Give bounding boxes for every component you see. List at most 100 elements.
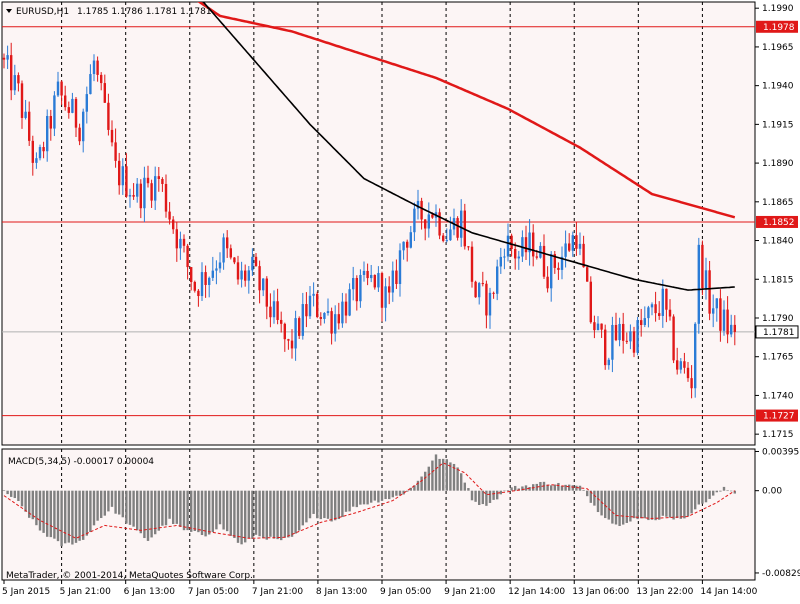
macd-hist-bar	[337, 490, 340, 520]
bear-candle	[586, 267, 589, 282]
macd-hist-bar	[406, 490, 409, 492]
macd-hist-bar	[384, 490, 387, 500]
bull-candle	[661, 288, 664, 316]
bear-candle	[157, 176, 160, 179]
bear-candle	[355, 278, 358, 302]
x-tick-label: 13 Jan 06:00	[572, 587, 629, 597]
macd-hist-bar	[157, 490, 160, 531]
bear-candle	[467, 246, 470, 248]
bull-candle	[506, 235, 510, 257]
macd-hist-bar	[582, 489, 585, 491]
macd-hist-bar	[456, 467, 459, 491]
bear-candle	[110, 129, 114, 143]
macd-tick-label: 0.00	[762, 487, 782, 497]
macd-hist-bar	[697, 490, 700, 505]
bull-candle	[478, 283, 481, 298]
macd-hist-bar	[370, 490, 373, 503]
macd-hist-bar	[733, 490, 736, 494]
macd-hist-bar	[121, 490, 124, 518]
macd-hist-bar	[150, 490, 153, 538]
bull-candle	[607, 359, 610, 366]
macd-hist-bar	[586, 490, 589, 497]
bull-candle	[560, 256, 564, 270]
moving-averages	[197, 2, 736, 291]
macd-hist-bar	[31, 490, 34, 520]
macd-hist-bar	[204, 490, 207, 537]
macd-hist-bar	[316, 490, 319, 519]
bull-candle	[629, 331, 632, 342]
bear-candle	[175, 229, 178, 249]
x-tick-label: 7 Jan 05:00	[188, 587, 240, 597]
bear-candle	[150, 183, 153, 201]
bear-candle	[96, 60, 99, 75]
macd-hist-bar	[679, 490, 682, 519]
bull-candle	[251, 256, 254, 271]
bear-candle	[164, 183, 168, 212]
bear-candle	[193, 281, 196, 291]
macd-hist-bar	[334, 490, 337, 521]
bear-candle	[146, 177, 150, 184]
macd-hist-bar	[409, 487, 412, 491]
bull-candle	[517, 256, 520, 259]
bull-candle	[715, 298, 718, 309]
macd-hist-bar	[388, 490, 391, 500]
bull-candle	[499, 256, 502, 267]
bear-candle	[546, 276, 549, 289]
ohlc-readout: 1.1785 1.1786 1.1781 1.1781	[77, 7, 212, 17]
price-panel[interactable]	[1, 1, 756, 446]
macd-hist-bar	[42, 490, 45, 533]
bull-candle	[712, 308, 715, 314]
bear-candle	[614, 324, 618, 341]
macd-hist-bar	[575, 485, 578, 491]
bull-candle	[352, 278, 355, 290]
bull-candle	[308, 295, 312, 317]
macd-hist-bar	[488, 490, 492, 503]
macd-hist-bar	[589, 490, 592, 503]
bull-candle	[294, 318, 297, 349]
price-level-label: 1.1978	[763, 23, 795, 33]
bull-candle	[121, 166, 124, 186]
symbol-menu-icon[interactable]	[6, 9, 12, 13]
bull-candle	[427, 214, 430, 229]
bear-candle	[395, 270, 398, 285]
macd-hist-bar	[686, 490, 690, 517]
macd-hist-bar	[89, 490, 92, 533]
macd-hist-bar	[222, 490, 225, 530]
macd-hist-bar	[211, 490, 214, 533]
x-tick-label: 8 Jan 13:00	[316, 587, 368, 597]
bull-candle	[143, 177, 146, 209]
bear-candle	[668, 309, 672, 317]
bear-candle	[330, 311, 333, 334]
bull-candle	[334, 314, 337, 334]
bear-candle	[254, 256, 258, 267]
macd-hist-bar	[362, 490, 366, 505]
macd-hist-bar	[326, 490, 330, 519]
bull-candle	[323, 313, 326, 319]
bear-candle	[337, 314, 340, 324]
macd-hist-bar	[420, 476, 423, 491]
macd-hist-bar	[438, 458, 441, 491]
macd-hist-bar	[348, 490, 351, 512]
macd-hist-bar	[636, 490, 639, 520]
macd-hist-bar	[161, 490, 164, 526]
bear-candle	[366, 270, 369, 279]
bear-candle	[542, 245, 546, 277]
x-tick-label: 12 Jan 14:00	[508, 587, 565, 597]
macd-hist-bar	[344, 490, 348, 512]
bull-candle	[326, 311, 330, 314]
bull-candle	[82, 111, 85, 142]
macd-hist-bar	[625, 490, 628, 523]
bull-candle	[449, 229, 452, 241]
bull-candle	[694, 323, 697, 389]
bull-candle	[46, 115, 49, 152]
macd-hist-bar	[200, 490, 204, 536]
price-level-tag	[756, 20, 798, 33]
price-axis: 1.1990 1.1965 1.1940 1.1915 1.1890 1.1865 1.18…	[755, 4, 800, 579]
macd-hist-bar	[352, 490, 355, 507]
current-price-tag	[755, 325, 799, 339]
macd-hist-bar	[103, 490, 106, 516]
bear-candle	[654, 304, 657, 314]
macd-hist-bar	[301, 490, 304, 526]
macd-hist-bar	[100, 490, 103, 519]
